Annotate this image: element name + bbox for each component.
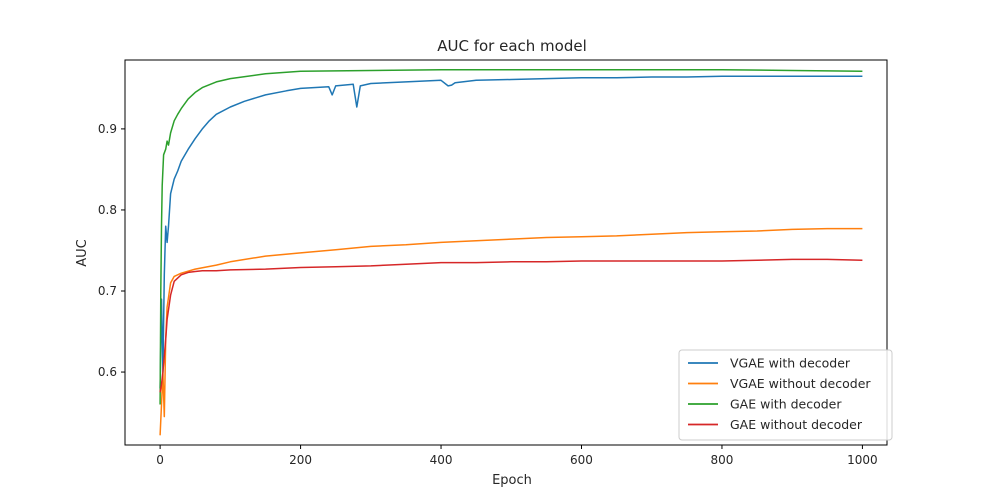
x-tick-label: 200 bbox=[289, 453, 312, 467]
y-tick-label: 0.7 bbox=[98, 284, 117, 298]
plot-area bbox=[124, 59, 888, 446]
series-line-gae-without-decoder bbox=[159, 258, 863, 393]
chart-title: AUC for each model bbox=[437, 37, 587, 55]
series-line-gae-with-decoder bbox=[159, 68, 863, 405]
y-tick-label: 0.8 bbox=[98, 203, 117, 217]
x-axis-title: Epoch bbox=[492, 473, 532, 488]
y-axis: 0.6 0.7 0.8 0.9 bbox=[98, 122, 125, 379]
x-axis: 0 200 400 600 800 1000 bbox=[156, 445, 878, 467]
y-axis-title: AUC bbox=[75, 239, 90, 267]
series-line-vgae-without-decoder bbox=[159, 227, 863, 436]
legend-label: GAE without decoder bbox=[730, 417, 863, 432]
legend-label: GAE with decoder bbox=[730, 397, 842, 412]
series-line-vgae-with-decoder bbox=[159, 75, 863, 389]
x-tick-label: 800 bbox=[711, 453, 734, 467]
y-tick-label: 0.9 bbox=[98, 122, 117, 136]
x-tick-label: 600 bbox=[570, 453, 593, 467]
y-tick-label: 0.6 bbox=[98, 365, 117, 379]
x-tick-label: 0 bbox=[156, 453, 164, 467]
x-tick-label: 400 bbox=[430, 453, 453, 467]
legend-label: VGAE with decoder bbox=[730, 356, 851, 371]
legend-box bbox=[678, 349, 893, 441]
legend: VGAE with decoder VGAE without decoder GAE… bbox=[678, 349, 893, 441]
legend-label: VGAE without decoder bbox=[730, 376, 871, 391]
series-lines bbox=[159, 68, 863, 436]
x-tick-label: 1000 bbox=[847, 453, 878, 467]
